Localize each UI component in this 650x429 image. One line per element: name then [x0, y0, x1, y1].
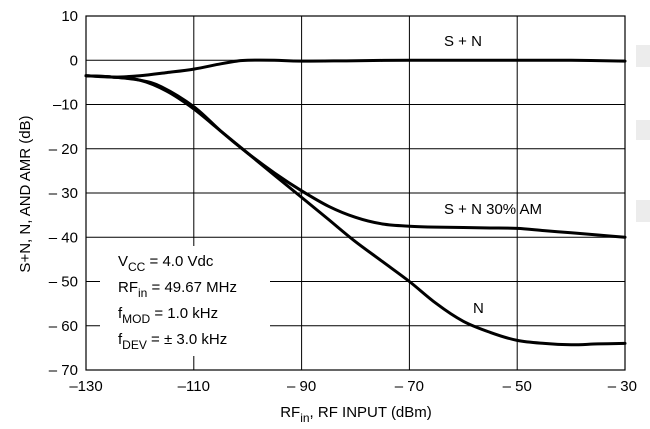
conditions-background	[100, 246, 270, 356]
series-lines	[84, 58, 627, 347]
series-label-n: N	[473, 300, 484, 317]
series-label-s-plus-n-30-am: S + N 30% AM	[444, 201, 542, 218]
condition-line: RFin = 49.67 MHz	[118, 279, 237, 300]
series-line-n	[84, 74, 627, 347]
y-tick-label: – 20	[49, 141, 78, 158]
y-tick-label: 10	[61, 8, 78, 25]
condition-line: fMOD = 1.0 kHz	[118, 305, 218, 326]
x-tick-label: –130	[69, 378, 102, 395]
test-conditions: VCC = 4.0 Vdc RFin = 49.67 MHz fMOD = 1.0 …	[100, 246, 270, 356]
y-tick-label: – 60	[49, 318, 78, 335]
plot-frame	[85, 15, 626, 371]
x-tick-label: –110	[178, 378, 210, 395]
x-axis-title: RFin, RF INPUT (dBm)	[280, 404, 432, 425]
y-tick-label: –10	[53, 97, 78, 114]
y-axis-ticks: 10 0 –10 – 20 – 30 – 40 – 50 – 60 – 70	[49, 8, 78, 379]
series-line-s-plus-n-30-am	[84, 74, 627, 239]
y-axis-title: S+N, N, AND AMR (dB)	[17, 115, 34, 272]
x-tick-label: – 50	[503, 378, 532, 395]
x-tick-label: – 30	[608, 378, 637, 395]
y-tick-label: – 30	[49, 185, 78, 202]
y-tick-label: – 50	[49, 274, 78, 291]
edge-decoration	[636, 45, 650, 67]
edge-decoration	[636, 120, 650, 140]
edge-decoration	[636, 200, 650, 222]
plot-grid	[85, 15, 626, 371]
x-axis-ticks: –130 –110 – 90 – 70 – 50 – 30	[69, 378, 637, 395]
x-tick-label: – 90	[287, 378, 316, 395]
series-label-s-plus-n: S + N	[444, 33, 482, 50]
x-tick-label: – 70	[395, 378, 424, 395]
condition-line: fDEV = ± 3.0 kHz	[118, 331, 227, 352]
series-line-s-plus-n	[84, 58, 627, 79]
condition-line: VCC = 4.0 Vdc	[118, 253, 214, 274]
y-tick-label: – 40	[49, 229, 78, 246]
y-tick-label: – 70	[49, 362, 78, 379]
y-tick-label: 0	[70, 52, 78, 69]
